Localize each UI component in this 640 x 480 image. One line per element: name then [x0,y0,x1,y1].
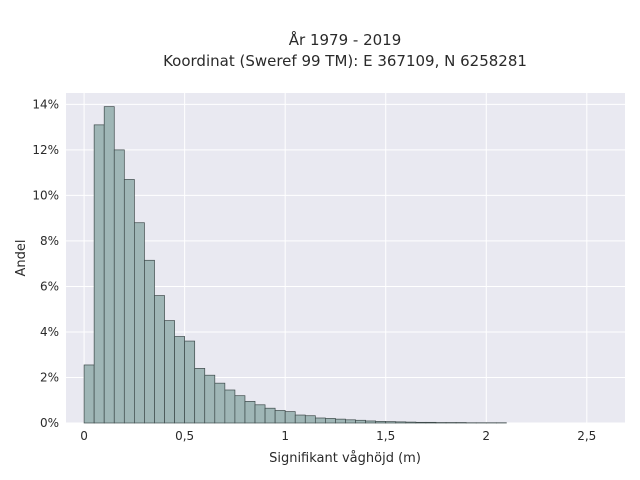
histogram-bar [164,320,175,424]
y-tick-label: 10% [32,188,59,202]
histogram-bar [214,382,226,424]
histogram-bar [365,420,377,424]
histogram-bar [174,336,185,424]
histogram-bar [93,124,105,424]
histogram-bar [144,259,155,424]
histogram-bar [314,417,326,424]
histogram-bar [224,389,236,424]
y-tick-label: 14% [32,97,59,111]
histogram-bar [294,414,306,424]
histogram-bar [204,374,216,424]
y-tick-label: 4% [40,325,59,339]
histogram-bar [184,340,196,424]
histogram-bar [264,407,276,424]
x-tick-label: 2,5 [577,429,596,443]
histogram-bar [83,364,95,424]
y-tick-label: 2% [40,370,59,384]
histogram-bar [405,421,417,424]
histogram-bar [355,419,366,424]
y-tick-label: 8% [40,234,59,248]
histogram-bar [415,421,427,424]
y-tick-label: 6% [40,279,59,293]
histogram-bar [395,421,407,424]
histogram-bar [345,419,356,424]
histogram-bar [244,401,256,424]
histogram-bar [335,418,346,424]
histogram-bar [385,421,397,424]
histogram-bar [194,368,206,424]
histogram-bar [234,395,246,424]
x-tick-labels: 0 0,5 1 1,5 2 2,5 [80,429,596,443]
histogram-bar [134,222,145,424]
histogram-bar [325,418,336,424]
histogram-bar [425,421,437,424]
histogram-bar [123,179,135,424]
histogram-bar [154,295,165,424]
histogram-bar [254,404,266,424]
chart-title-line-1: År 1979 - 2019 [289,30,402,49]
y-tick-label: 12% [32,143,59,157]
histogram-bar [284,411,296,424]
x-axis-label: Signifikant våghöjd (m) [269,451,421,466]
x-tick-label: 0 [80,429,88,443]
y-tick-label: 0% [40,416,59,430]
chart-title-line-2: Koordinat (Sweref 99 TM): E 367109, N 62… [163,52,527,70]
histogram-bar [113,149,125,424]
x-tick-label: 1,5 [376,429,395,443]
x-tick-label: 1 [281,429,289,443]
histogram-bar [274,410,286,424]
histogram-bar [103,106,115,424]
histogram-bar [304,415,316,424]
x-tick-label: 0,5 [175,429,194,443]
y-tick-labels: 0% 2% 4% 6% 8% 10% 12% 14% [32,97,59,430]
histogram-bars [83,106,507,424]
x-tick-label: 2 [482,429,490,443]
histogram-bar [375,421,387,424]
y-axis-label: Andel [14,240,29,277]
